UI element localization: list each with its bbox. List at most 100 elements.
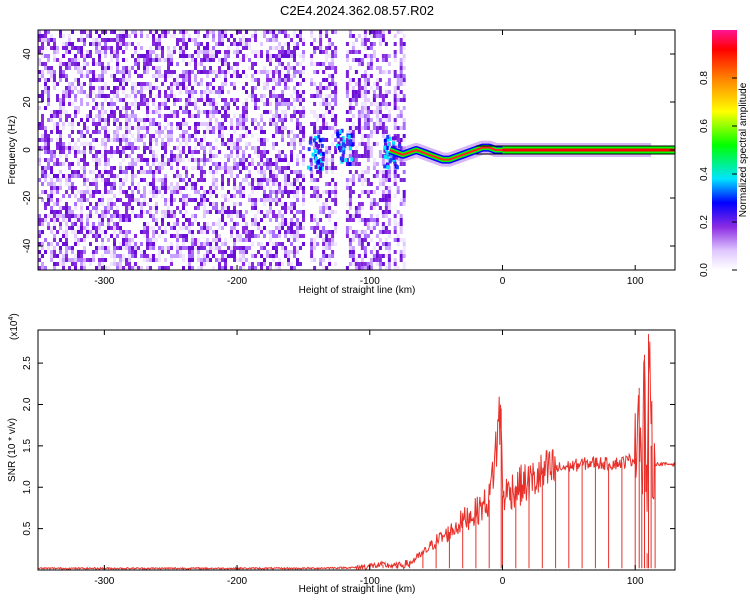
- heat-cell: [53, 38, 56, 42]
- heat-cell: [65, 234, 68, 238]
- heat-cell: [384, 106, 388, 110]
- heat-cell: [266, 38, 269, 42]
- heat-cell: [38, 38, 41, 42]
- heat-cell: [239, 266, 242, 270]
- heat-cell: [104, 50, 107, 54]
- heat-cell: [149, 50, 152, 54]
- heat-cell: [212, 70, 215, 74]
- heat-cell: [125, 122, 128, 126]
- heat-cell: [146, 110, 149, 114]
- heat-cell: [152, 186, 155, 190]
- heat-cell: [331, 162, 335, 166]
- heat-cell: [393, 94, 397, 98]
- heat-cell: [251, 202, 254, 206]
- heat-cell: [44, 38, 47, 42]
- heat-cell: [287, 238, 290, 242]
- heat-cell: [110, 114, 113, 118]
- heat-cell: [393, 218, 397, 222]
- heat-cell: [194, 30, 197, 34]
- heat-cell: [38, 178, 41, 182]
- heat-cell: [191, 266, 194, 270]
- heat-cell: [290, 222, 293, 226]
- heat-cell: [293, 42, 296, 46]
- heat-cell: [89, 78, 92, 82]
- heat-cell: [98, 50, 101, 54]
- heat-cell: [71, 118, 74, 122]
- heat-cell: [278, 230, 281, 234]
- heat-cell: [203, 150, 206, 154]
- heat-cell: [278, 154, 281, 158]
- heat-cell: [209, 30, 212, 34]
- heat-cell: [38, 106, 41, 110]
- heat-cell: [143, 222, 146, 226]
- heat-cell: [242, 218, 245, 222]
- heat-cell: [167, 98, 170, 102]
- heat-cell: [50, 190, 53, 194]
- heat-cell: [230, 210, 233, 214]
- heat-cell: [309, 166, 313, 171]
- heat-cell: [293, 246, 296, 250]
- heat-cell: [110, 174, 113, 178]
- heat-cell: [351, 190, 355, 194]
- heat-cell: [328, 242, 332, 246]
- heat-cell: [146, 230, 149, 234]
- heat-cell: [310, 246, 314, 250]
- heat-cell: [89, 190, 92, 194]
- heat-cell: [128, 34, 131, 38]
- heat-cell: [53, 50, 56, 54]
- heat-cell: [44, 134, 47, 138]
- heat-cell: [161, 162, 164, 166]
- heat-cell: [254, 118, 257, 122]
- heat-cell: [275, 234, 278, 238]
- heat-cell: [316, 130, 320, 134]
- heat-cell: [233, 86, 236, 90]
- heat-cell: [158, 54, 161, 58]
- heat-cell: [331, 90, 335, 94]
- heat-cell: [194, 102, 197, 106]
- heat-cell: [74, 218, 77, 222]
- heat-cell: [164, 142, 167, 146]
- heat-cell: [266, 50, 269, 54]
- heat-cell: [101, 126, 104, 130]
- heat-cell: [77, 130, 80, 134]
- heat-cell: [113, 202, 116, 206]
- heat-cell: [296, 194, 299, 198]
- heat-cell: [200, 98, 203, 102]
- colorbar-tick-label: 0.4: [699, 167, 710, 181]
- heat-cell: [143, 202, 146, 206]
- heat-cell: [158, 254, 161, 258]
- heat-cell: [302, 190, 305, 194]
- heat-cell: [128, 186, 131, 190]
- heat-cell: [68, 86, 71, 90]
- heat-cell: [369, 42, 373, 46]
- heat-cell: [125, 262, 128, 266]
- heat-cell: [215, 70, 218, 74]
- heat-cell: [233, 226, 236, 230]
- heat-cell: [248, 142, 251, 146]
- heat-cell: [310, 78, 314, 82]
- heat-cell: [38, 70, 41, 74]
- heat-cell: [254, 106, 257, 110]
- heat-cell: [188, 258, 191, 262]
- heat-cell: [92, 182, 95, 186]
- heat-cell: [179, 190, 182, 194]
- heat-cell: [296, 210, 299, 214]
- heat-cell: [149, 170, 152, 174]
- heat-cell: [164, 102, 167, 106]
- heat-cell: [384, 178, 388, 182]
- heat-cell: [143, 62, 146, 66]
- heat-cell: [131, 126, 134, 130]
- heat-cell: [152, 226, 155, 230]
- heat-cell: [281, 246, 284, 250]
- heat-cell: [146, 50, 149, 54]
- heat-cell: [74, 54, 77, 58]
- heat-cell: [281, 90, 284, 94]
- heat-cell: [310, 214, 314, 218]
- heat-cell: [140, 94, 143, 98]
- heat-cell: [236, 62, 239, 66]
- heat-cell: [188, 38, 191, 42]
- heat-cell: [191, 114, 194, 118]
- heat-cell: [98, 102, 101, 106]
- heat-cell: [89, 194, 92, 198]
- heat-cell: [354, 258, 358, 262]
